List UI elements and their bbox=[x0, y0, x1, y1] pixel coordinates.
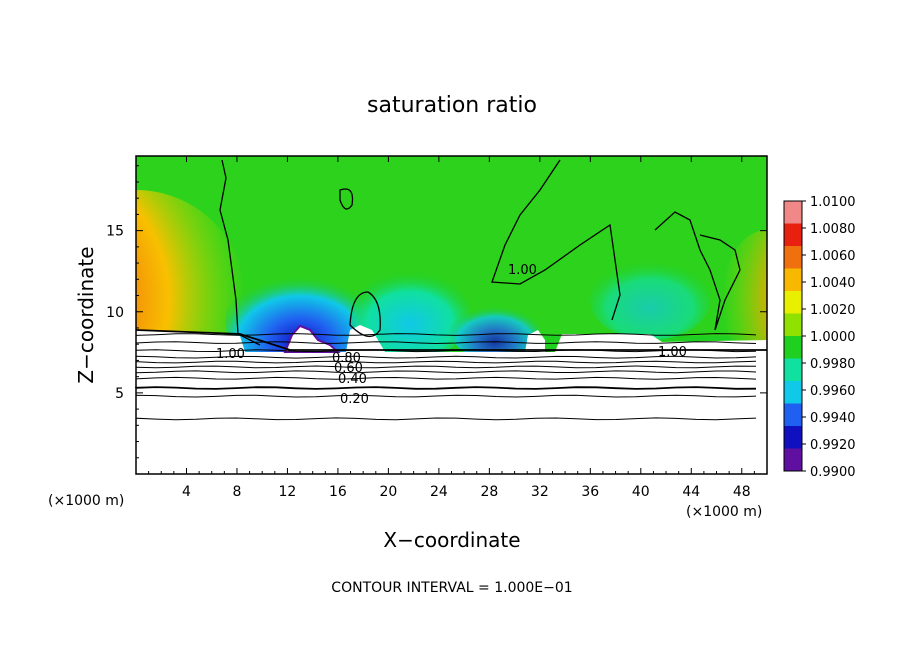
colorbar-swatch bbox=[784, 223, 802, 247]
colorbar-label: 0.9920 bbox=[810, 438, 856, 453]
colorbar-label: 1.0040 bbox=[810, 276, 856, 291]
y-tick-label: 10 bbox=[106, 305, 124, 321]
contour-label: 0.80 bbox=[332, 351, 361, 366]
colorbar-label: 1.0100 bbox=[810, 195, 856, 210]
contour-blob-2 bbox=[349, 291, 381, 337]
y-axis: 5 10 15 bbox=[106, 165, 767, 459]
x-tick-label: 48 bbox=[733, 484, 751, 500]
x-tick-label: 28 bbox=[480, 484, 498, 500]
contour-level-line bbox=[135, 333, 757, 336]
contour-upper-right bbox=[491, 159, 621, 321]
x-tick-label: 8 bbox=[232, 484, 241, 500]
contour-level-line bbox=[135, 349, 757, 353]
contour-level-line bbox=[135, 386, 757, 390]
colorbar-swatch bbox=[784, 201, 802, 224]
cloud-gap-3 bbox=[525, 330, 545, 352]
contour-blob-1 bbox=[339, 188, 354, 210]
contour-labels: 1.00 1.00 1.00 0.80 0.60 0.40 0.20 bbox=[216, 263, 687, 407]
x-tick-label: 12 bbox=[279, 484, 297, 500]
colorbar-swatch bbox=[784, 291, 802, 314]
contour-label: 1.00 bbox=[216, 347, 245, 362]
x-tick-label: 4 bbox=[182, 484, 191, 500]
level-contours bbox=[135, 333, 757, 421]
contour-level-line bbox=[135, 394, 757, 398]
x-unit-left: (×1000 m) bbox=[48, 493, 124, 509]
x-axis: 4 8 12 16 20 24 28 32 36 40 44 48 bbox=[148, 156, 755, 500]
colorbar-label: 1.0080 bbox=[810, 222, 856, 237]
contour-upper-left bbox=[219, 159, 261, 346]
x-tick-label: 40 bbox=[632, 484, 650, 500]
dry-region-right bbox=[450, 300, 540, 360]
contour-level-line bbox=[135, 355, 757, 359]
contour-label: 1.00 bbox=[508, 263, 537, 278]
x-tick-label: 44 bbox=[682, 484, 700, 500]
colorbar: 1.0100 1.0080 1.0060 1.0040 1.0020 1.0000 0.99… bbox=[783, 195, 856, 480]
contour-label: 0.20 bbox=[340, 392, 369, 407]
contour-interval-note: CONTOUR INTERVAL = 1.000E−01 bbox=[331, 580, 572, 596]
contour-level-line bbox=[135, 365, 757, 369]
colorbar-label: 0.9960 bbox=[810, 384, 856, 399]
contour-lobe bbox=[654, 211, 741, 331]
heatmap-field bbox=[136, 156, 767, 474]
cloud-gap-5 bbox=[136, 330, 245, 352]
colorbar-label: 1.0020 bbox=[810, 303, 856, 318]
x-tick-label: 20 bbox=[379, 484, 397, 500]
colorbar-swatch bbox=[784, 358, 802, 382]
contour-level-line bbox=[135, 376, 757, 380]
contour-level-line bbox=[135, 417, 757, 421]
colorbar-swatch bbox=[784, 448, 802, 472]
colorbar-swatch bbox=[784, 426, 802, 449]
colorbar-label: 0.9900 bbox=[810, 465, 856, 480]
y-tick-label: 15 bbox=[106, 224, 124, 240]
x-axis-label: X−coordinate bbox=[383, 528, 520, 552]
y-axis-label: Z−coordinate bbox=[74, 246, 98, 383]
colorbar-swatch bbox=[784, 313, 802, 337]
contour-label: 0.60 bbox=[334, 361, 363, 376]
colorbar-swatch bbox=[784, 246, 802, 269]
subcloud-layer bbox=[136, 352, 767, 474]
x-unit-right: (×1000 m) bbox=[686, 504, 762, 520]
contour-level-line bbox=[135, 370, 757, 374]
dry-region-far bbox=[590, 260, 710, 340]
x-tick-label: 36 bbox=[581, 484, 599, 500]
dry-region-main bbox=[225, 265, 375, 375]
cloud-gap-2 bbox=[346, 325, 385, 352]
chart-title: saturation ratio bbox=[367, 93, 537, 118]
colorbar-swatch bbox=[784, 403, 802, 427]
contour-label: 1.00 bbox=[658, 345, 687, 360]
x-tick-label: 32 bbox=[531, 484, 549, 500]
colorbar-label: 0.9980 bbox=[810, 357, 856, 372]
colorbar-swatch bbox=[784, 268, 802, 292]
contour-level-line bbox=[135, 360, 757, 364]
x-tick-label: 24 bbox=[430, 484, 448, 500]
colorbar-label: 0.9940 bbox=[810, 411, 856, 426]
colorbar-label: 1.0000 bbox=[810, 330, 856, 345]
contour-label: 0.40 bbox=[338, 372, 367, 387]
x-tick-label: 16 bbox=[329, 484, 347, 500]
colorbar-swatch bbox=[784, 336, 802, 359]
contour-level-line bbox=[135, 341, 757, 345]
colorbar-swatch bbox=[784, 381, 802, 404]
dry-region-mid bbox=[350, 270, 470, 360]
y-tick-label: 5 bbox=[115, 386, 124, 402]
colorbar-label: 1.0060 bbox=[810, 249, 856, 264]
